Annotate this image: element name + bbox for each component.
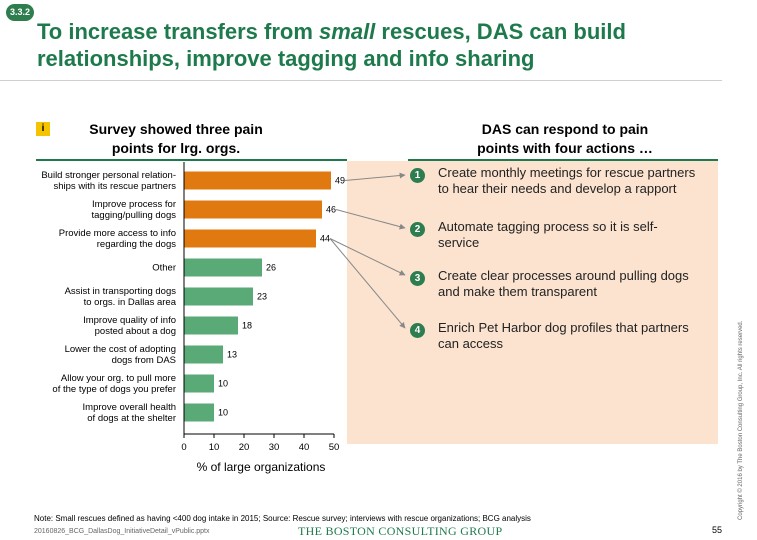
category-label-9-2: of dogs at the shelter [87, 413, 176, 424]
action-number-1: 1 [410, 168, 425, 183]
connector-arrow-4 [329, 238, 406, 329]
right-heading: DAS can respond to pain points with four… [430, 120, 700, 158]
right-heading-line2: points with four actions … [477, 140, 653, 156]
category-label-5-2: to orgs. in Dallas area [84, 297, 177, 308]
category-label-7-1: Lower the cost of adopting [65, 344, 176, 355]
value-label-5: 23 [257, 292, 267, 302]
action-3-line2: and make them transparent [438, 284, 597, 299]
category-label-6-1: Improve quality of info [83, 315, 176, 326]
x-tick-label-1: 0 [181, 442, 186, 453]
action-4-line1: Enrich Pet Harbor dog profiles that part… [438, 320, 689, 335]
title-divider [0, 80, 722, 81]
value-label-6: 18 [242, 321, 252, 331]
category-label-3-1: Provide more access to info [59, 228, 176, 239]
action-1-line2: to hear their needs and develop a rappor… [438, 181, 677, 196]
left-heading-divider [36, 159, 347, 161]
x-tick-label-5: 40 [299, 442, 310, 453]
value-label-4: 26 [266, 263, 276, 273]
connector-arrow-2 [335, 209, 406, 230]
left-heading: Survey showed three pain points for lrg.… [76, 120, 276, 158]
x-axis-label: % of large organizations [196, 460, 326, 474]
category-label-1-1: Build stronger personal relation- [41, 170, 176, 181]
action-1-line1: Create monthly meetings for rescue partn… [438, 165, 696, 180]
category-label-1-2: ships with its rescue partners [54, 181, 177, 192]
action-text-4: Enrich Pet Harbor dog profiles that part… [438, 320, 720, 352]
x-tick-label-6: 50 [329, 442, 340, 453]
page-title: To increase transfers from small rescues… [37, 18, 717, 72]
value-label-2: 46 [326, 205, 336, 215]
bar-9 [184, 403, 214, 422]
category-label-8-1: Allow your org. to pull more [61, 373, 176, 384]
category-label-7-2: dogs from DAS [112, 355, 176, 366]
bar-8 [184, 374, 214, 393]
action-3-line1: Create clear processes around pulling do… [438, 268, 689, 283]
bar-6 [184, 316, 238, 335]
category-label-8-2: of the type of dogs you prefer [52, 384, 176, 395]
section-badge: 3.3.2 [6, 4, 34, 21]
footnote: Note: Small rescues defined as having <4… [34, 514, 531, 523]
bar-4 [184, 258, 262, 277]
left-heading-line2: points for lrg. orgs. [111, 140, 241, 156]
action-text-3: Create clear processes around pulling do… [438, 268, 720, 300]
connector-arrow-1 [344, 172, 406, 181]
bar-5 [184, 287, 253, 306]
page-number: 55 [712, 525, 723, 535]
value-label-7: 13 [227, 350, 237, 360]
value-label-3: 44 [320, 234, 330, 244]
copyright-notice: Copyright © 2016 by The Boston Consultin… [738, 320, 744, 520]
category-label-9-1: Improve overall health [83, 402, 176, 413]
action-number-4: 4 [410, 323, 425, 338]
value-label-8: 10 [218, 379, 228, 389]
category-label-2-2: tagging/pulling dogs [91, 210, 176, 221]
bar-1 [184, 171, 331, 190]
x-tick-label-3: 20 [239, 442, 250, 453]
file-name: 20160826_BCG_DallasDog_InitiativeDetail_… [34, 528, 210, 535]
right-heading-line1: DAS can respond to pain [481, 121, 649, 137]
right-heading-divider [408, 159, 718, 161]
title-line2: relationships, improve tagging and info … [37, 46, 535, 71]
bar-2 [184, 200, 322, 219]
action-4-line2: can access [438, 336, 504, 351]
brand-logo: THE BOSTON CONSULTING GROUP [298, 524, 503, 538]
info-icon: i [36, 122, 50, 136]
value-label-1: 49 [335, 176, 345, 186]
connector-arrow-3 [329, 238, 406, 276]
action-2-line2: service [438, 235, 480, 250]
title-line1-pre: To increase transfers from [37, 19, 320, 44]
bar-3 [184, 229, 316, 248]
title-line1-post: rescues, DAS can build [375, 19, 626, 44]
x-tick-label-4: 30 [269, 442, 280, 453]
left-heading-line1: Survey showed three pain [89, 121, 263, 137]
category-label-4-1: Other [152, 263, 176, 274]
category-label-3-2: regarding the dogs [97, 239, 176, 250]
action-number-3: 3 [410, 271, 425, 286]
action-text-2: Automate tagging process so it is self-s… [438, 219, 720, 251]
action-number-2: 2 [410, 222, 425, 237]
action-text-1: Create monthly meetings for rescue partn… [438, 165, 720, 197]
highlight-panel [347, 161, 718, 444]
bar-7 [184, 345, 223, 364]
category-label-2-1: Improve process for [92, 199, 176, 210]
value-label-9: 10 [218, 408, 228, 418]
title-line1-em: small [319, 19, 376, 44]
x-tick-label-2: 10 [209, 442, 220, 453]
action-2-line1: Automate tagging process so it is self- [438, 219, 658, 234]
category-label-5-1: Assist in transporting dogs [65, 286, 177, 297]
category-label-6-2: posted about a dog [95, 326, 176, 337]
